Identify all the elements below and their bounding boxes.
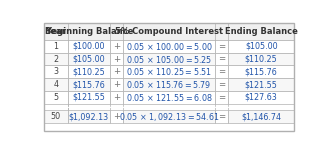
Bar [215,53,228,65]
Text: 0.05 × $1,092.13 = $54.61: 0.05 × $1,092.13 = $54.61 [119,111,219,123]
Text: 0.05 × $115.76 = $5.79: 0.05 × $115.76 = $5.79 [126,79,212,90]
Text: $105.00: $105.00 [245,42,278,51]
Bar [44,110,68,123]
Bar [110,53,123,65]
Text: =: = [218,67,225,76]
Text: 0.05 × $110.25 = $5.51: 0.05 × $110.25 = $5.51 [126,66,212,77]
Bar [215,110,228,123]
Bar [44,78,68,91]
Text: +: + [113,80,120,89]
Bar [110,110,123,123]
Text: Beginning Balance: Beginning Balance [45,27,133,36]
Text: +: + [113,93,120,102]
Bar [215,65,228,78]
Text: 0.05 × $121.55 = $6.08: 0.05 × $121.55 = $6.08 [126,92,213,103]
Text: =: = [218,112,225,121]
Text: 0.05 × $100.00 = $5.00: 0.05 × $100.00 = $5.00 [126,41,213,52]
Text: $110.25: $110.25 [73,67,105,76]
Bar [228,53,294,65]
Bar [44,53,68,65]
Text: $127.63: $127.63 [245,93,278,102]
Bar [215,91,228,104]
Bar [110,65,123,78]
Text: $1,146.74: $1,146.74 [241,112,281,121]
Bar [123,78,215,91]
Bar [110,91,123,104]
Bar [110,40,123,53]
Bar [123,91,215,104]
Bar [228,78,294,91]
Text: $110.25: $110.25 [245,55,278,63]
Text: $115.76: $115.76 [245,67,278,76]
Text: 5: 5 [53,93,58,102]
Bar [123,53,215,65]
Bar [110,78,123,91]
Text: =: = [218,93,225,102]
Text: $121.55: $121.55 [245,80,278,89]
Text: +: + [113,67,120,76]
Text: =: = [218,80,225,89]
Text: 5% Compound Interest: 5% Compound Interest [115,27,223,36]
Bar [44,40,68,53]
Text: 0.05 × $105.00 = $5.25: 0.05 × $105.00 = $5.25 [126,54,212,65]
Bar [228,110,294,123]
Text: 2: 2 [53,55,58,63]
Text: $1,092.13: $1,092.13 [69,112,109,121]
Text: Ending Balance: Ending Balance [225,27,298,36]
Bar [44,91,68,104]
Bar [228,65,294,78]
Bar [228,91,294,104]
Bar [123,40,215,53]
Text: +: + [113,42,120,51]
Text: =: = [218,55,225,63]
Bar [68,65,110,78]
Bar [68,78,110,91]
Bar [44,65,68,78]
Bar [228,40,294,53]
Bar [68,110,110,123]
Bar [44,23,294,40]
Bar [68,40,110,53]
Bar [215,40,228,53]
Text: 3: 3 [53,67,58,76]
Text: 4: 4 [53,80,58,89]
Text: Year: Year [45,27,66,36]
Text: +: + [113,55,120,63]
Text: $121.55: $121.55 [73,93,105,102]
Text: +: + [113,112,120,121]
Text: $115.76: $115.76 [73,80,105,89]
Bar [68,91,110,104]
Bar [215,78,228,91]
Bar [68,53,110,65]
Bar [123,110,215,123]
Text: $100.00: $100.00 [73,42,105,51]
Text: 50: 50 [50,112,61,121]
Text: =: = [218,42,225,51]
Text: $105.00: $105.00 [73,55,105,63]
Text: 1: 1 [53,42,58,51]
Bar [123,65,215,78]
